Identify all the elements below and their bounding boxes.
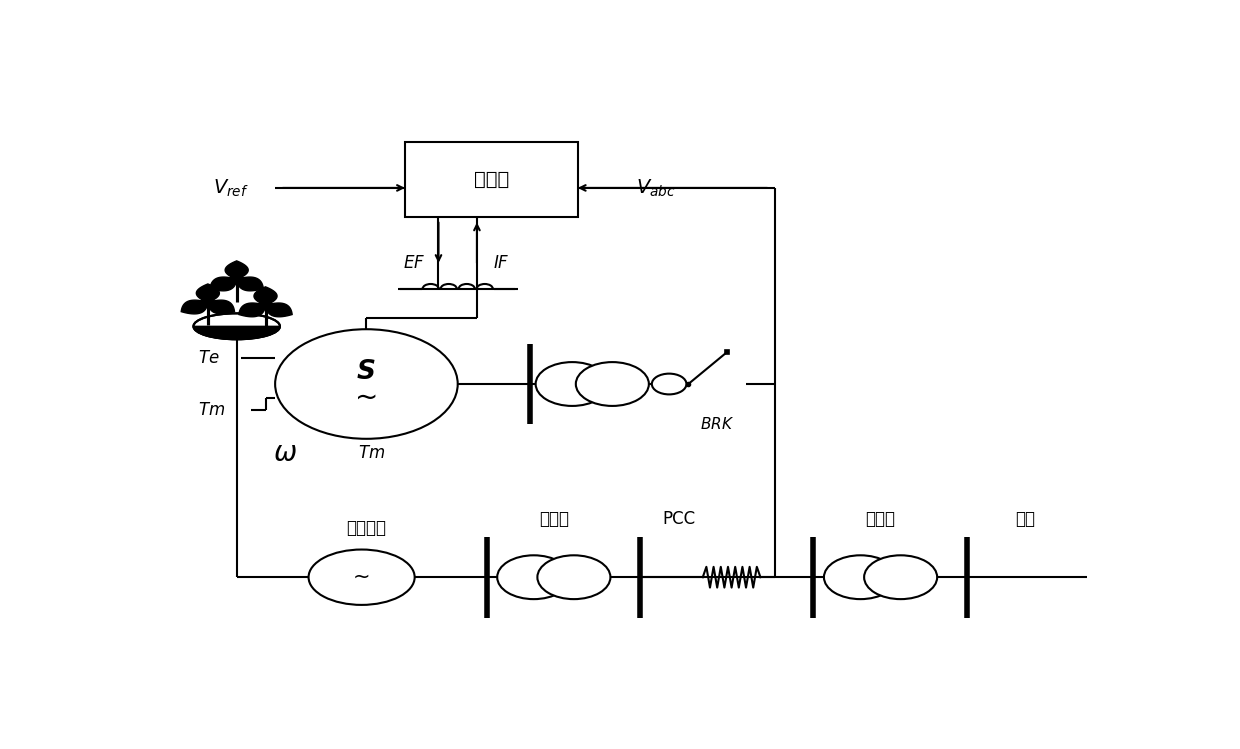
Polygon shape [226,261,248,279]
Circle shape [864,555,937,599]
Text: ~: ~ [353,567,371,587]
Polygon shape [239,303,265,317]
Circle shape [275,330,458,439]
Text: ~: ~ [355,383,378,412]
Circle shape [652,374,687,395]
Circle shape [575,362,649,406]
Text: S: S [357,359,376,385]
Text: 升压变: 升压变 [866,510,895,528]
Polygon shape [208,300,234,314]
Text: $EF$: $EF$ [403,254,425,272]
Circle shape [229,275,244,284]
Text: PCC: PCC [662,510,696,528]
Text: 励磁机: 励磁机 [474,170,508,189]
Circle shape [537,555,610,599]
Polygon shape [254,287,277,306]
Text: $IF$: $IF$ [492,254,510,272]
Polygon shape [210,277,237,291]
Polygon shape [193,327,280,339]
Text: 电网: 电网 [1014,510,1034,528]
Circle shape [258,300,273,310]
Text: 升压变: 升压变 [539,510,569,528]
Text: $Tm$: $Tm$ [357,444,384,462]
Polygon shape [196,284,219,303]
Ellipse shape [309,550,414,605]
Polygon shape [237,277,263,291]
Bar [404,142,578,216]
Circle shape [536,362,609,406]
Text: $BRK$: $BRK$ [701,416,734,431]
Text: $\omega$: $\omega$ [273,439,296,467]
Text: $V_{abc}$: $V_{abc}$ [635,178,676,198]
Text: 风电机组: 风电机组 [346,519,387,537]
Text: $Tm$: $Tm$ [198,401,226,419]
Polygon shape [265,303,293,317]
Circle shape [823,555,897,599]
Polygon shape [181,300,208,314]
Circle shape [497,555,570,599]
Text: $V_{ref}$: $V_{ref}$ [213,178,248,198]
Circle shape [200,298,216,307]
Text: $Te$: $Te$ [198,349,219,367]
